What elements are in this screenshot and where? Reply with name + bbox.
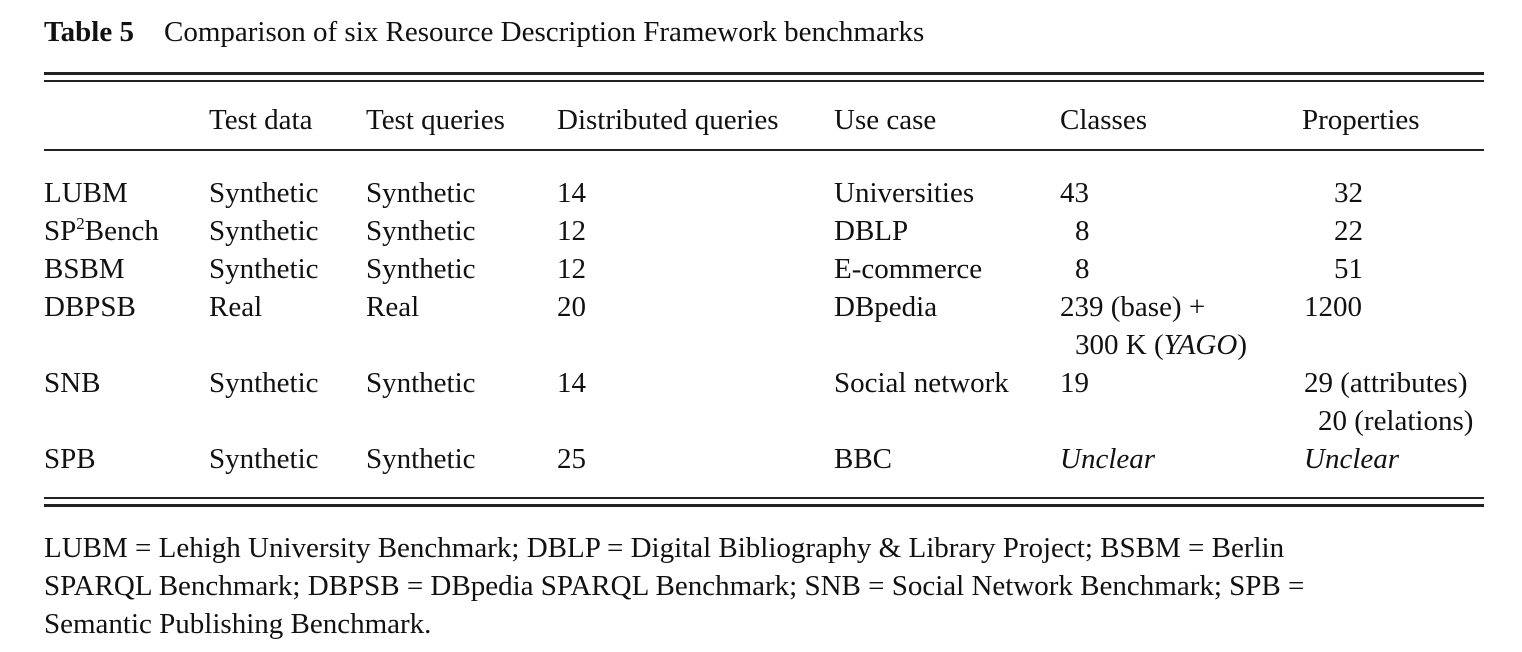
row-sp2bench-test-queries: Synthetic xyxy=(366,215,476,247)
row-dbpsb-name: DBPSB xyxy=(44,291,136,323)
bottom-rule xyxy=(44,504,1484,507)
header-use-case: Use case xyxy=(834,104,937,136)
footnote-line-1: LUBM = Lehigh University Benchmark; DBLP… xyxy=(44,532,1285,564)
row-sp2bench-test-data: Synthetic xyxy=(209,215,319,247)
bottom-rule-inner xyxy=(44,497,1484,499)
row-dbpsb-test-queries: Real xyxy=(366,291,420,323)
row-dbpsb-use-case: DBpedia xyxy=(834,291,938,323)
row-bsbm-name: BSBM xyxy=(44,253,125,285)
row-snb-test-queries: Synthetic xyxy=(366,367,476,399)
row-spb-distributed-queries: 25 xyxy=(557,443,586,475)
row-snb-classes: 19 xyxy=(1060,367,1089,399)
header-distributed-queries: Distributed queries xyxy=(557,104,779,136)
row-sp2bench-name: SP2Bench xyxy=(44,214,159,247)
row-snb-use-case: Social network xyxy=(834,367,1009,399)
row-bsbm-classes: 8 xyxy=(1075,253,1090,285)
row-spb-test-queries: Synthetic xyxy=(366,443,476,475)
footnote-line-2: SPARQL Benchmark; DBPSB = DBpedia SPARQL… xyxy=(44,570,1305,602)
table-caption: Table 5 Comparison of six Resource Descri… xyxy=(44,14,924,50)
table-footnote: LUBM = Lehigh University Benchmark; DBLP… xyxy=(44,529,1444,643)
row-dbpsb-classes-line2: 300 K (YAGO) xyxy=(1075,329,1247,361)
row-dbpsb-test-data: Real xyxy=(209,291,263,323)
footnote-line-3: Semantic Publishing Benchmark. xyxy=(44,608,432,640)
header-classes: Classes xyxy=(1060,104,1147,136)
row-dbpsb-properties: 1200 xyxy=(1304,291,1362,323)
row-lubm-use-case: Universities xyxy=(834,177,975,209)
row-snb-properties-line1: 29 (attributes) xyxy=(1304,367,1468,399)
top-rule xyxy=(44,72,1484,75)
row-bsbm-properties: 51 xyxy=(1334,253,1363,285)
row-bsbm-test-data: Synthetic xyxy=(209,253,319,285)
row-spb-name: SPB xyxy=(44,443,96,475)
header-properties: Properties xyxy=(1302,104,1420,136)
table-title: Comparison of six Resource Description F… xyxy=(164,16,925,48)
row-sp2bench-classes: 8 xyxy=(1075,215,1090,247)
row-sp2bench-distributed-queries: 12 xyxy=(557,215,586,247)
header-test-queries: Test queries xyxy=(366,104,505,136)
row-lubm-test-queries: Synthetic xyxy=(366,177,476,209)
row-sp2bench-use-case: DBLP xyxy=(834,215,909,247)
row-lubm-test-data: Synthetic xyxy=(209,177,319,209)
header-test-data: Test data xyxy=(209,104,313,136)
superscript-2: 2 xyxy=(76,214,85,233)
row-spb-classes: Unclear xyxy=(1060,443,1156,475)
top-rule-inner xyxy=(44,80,1484,82)
table-number: Table 5 xyxy=(44,16,134,48)
row-dbpsb-distributed-queries: 20 xyxy=(557,291,586,323)
row-bsbm-test-queries: Synthetic xyxy=(366,253,476,285)
row-spb-test-data: Synthetic xyxy=(209,443,319,475)
row-lubm-name: LUBM xyxy=(44,177,128,209)
row-dbpsb-classes-line1: 239 (base) + xyxy=(1060,291,1206,323)
row-snb-test-data: Synthetic xyxy=(209,367,319,399)
row-snb-properties-line2: 20 (relations) xyxy=(1318,405,1474,437)
row-spb-properties: Unclear xyxy=(1304,443,1400,475)
row-sp2bench-properties: 22 xyxy=(1334,215,1363,247)
row-snb-distributed-queries: 14 xyxy=(557,367,586,399)
row-lubm-classes: 43 xyxy=(1060,177,1089,209)
row-bsbm-distributed-queries: 12 xyxy=(557,253,586,285)
header-rule xyxy=(44,149,1484,151)
row-lubm-properties: 32 xyxy=(1334,177,1363,209)
row-snb-name: SNB xyxy=(44,367,101,399)
row-spb-use-case: BBC xyxy=(834,443,893,475)
row-lubm-distributed-queries: 14 xyxy=(557,177,586,209)
row-bsbm-use-case: E-commerce xyxy=(834,253,983,285)
